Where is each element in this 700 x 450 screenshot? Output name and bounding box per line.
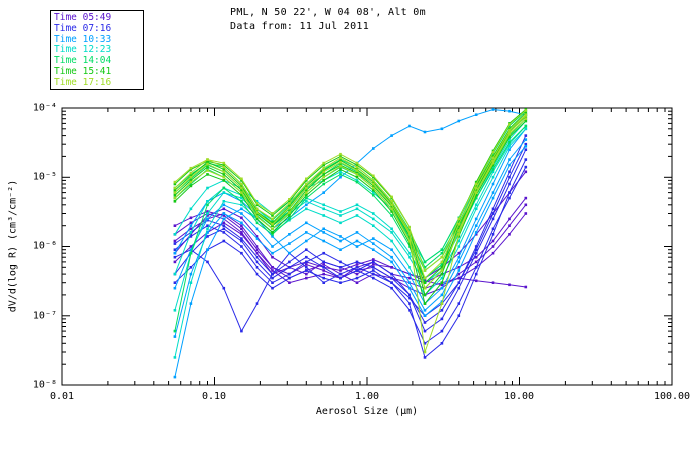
- legend-item-label: Time 12:23: [54, 44, 112, 56]
- legend-box: Time 05:49 Time 07:16 Time 10:33 Time 12…: [50, 10, 144, 90]
- y-tick-label: 10⁻⁸: [32, 379, 57, 391]
- legend-item: Time 07:16: [54, 22, 143, 35]
- x-tick-label: 100.00: [653, 391, 691, 402]
- x-tick-label: 0.01: [49, 391, 75, 402]
- legend-item-label: Time 15:41: [54, 65, 112, 77]
- plot-subtitle: Data from: 11 Jul 2011: [230, 21, 370, 32]
- x-tick-label: 0.10: [201, 391, 227, 402]
- legend-item-label: Time 07:16: [54, 22, 112, 34]
- legend-item-label: Time 10:33: [54, 33, 112, 45]
- legend-item-label: Time 05:49: [54, 12, 112, 23]
- legend-item: Time 15:41: [54, 65, 143, 78]
- legend-item: Time 17:16: [54, 76, 143, 89]
- y-tick-label: 10⁻⁴: [32, 102, 57, 114]
- y-tick-label: 10⁻⁶: [32, 240, 57, 252]
- y-tick-label: 10⁻⁵: [32, 171, 57, 183]
- x-axis-label: Aerosol Size (µm): [315, 406, 419, 417]
- y-axis-label: dV/d(log R) (cm³/cm⁻²): [7, 179, 19, 313]
- legend-item: Time 10:33: [54, 33, 143, 46]
- legend-item-label: Time 17:16: [54, 76, 112, 88]
- legend-item-label: Time 14:04: [54, 55, 112, 67]
- y-tick-label: 10⁻⁷: [32, 310, 57, 322]
- legend-item: Time 05:49: [54, 12, 143, 24]
- legend-item: Time 12:23: [54, 44, 143, 56]
- legend-item: Time 14:04: [54, 55, 143, 67]
- x-tick-label: 1.00: [354, 391, 380, 402]
- plot-title: PML, N 50 22', W 04 08', Alt 0m: [230, 7, 426, 18]
- x-tick-label: 10.00: [503, 391, 535, 402]
